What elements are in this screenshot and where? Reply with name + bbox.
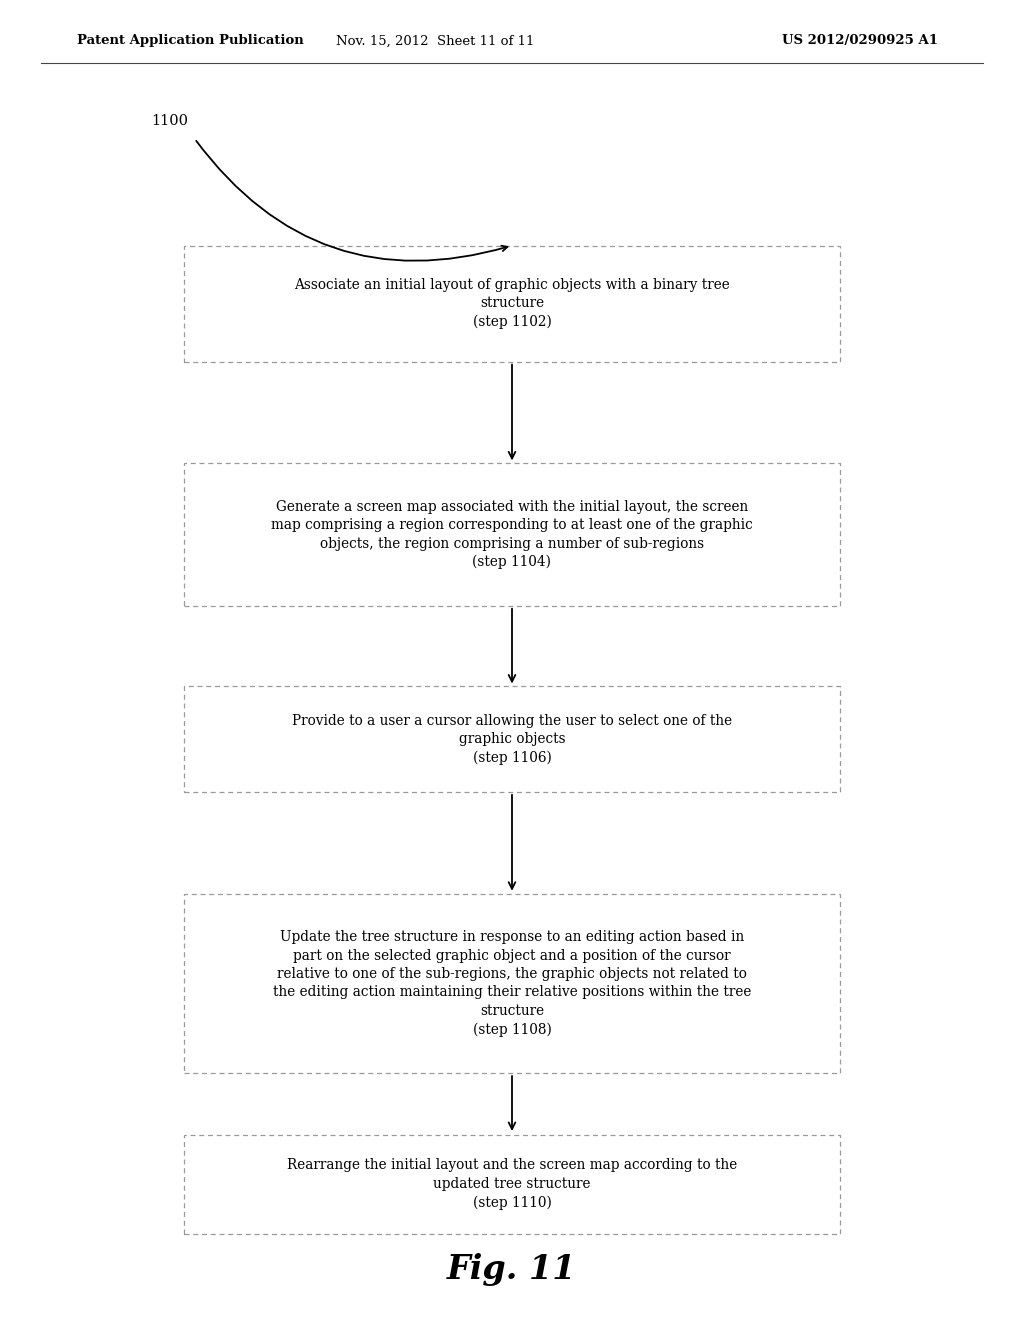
Text: Associate an initial layout of graphic objects with a binary tree
structure
(ste: Associate an initial layout of graphic o… bbox=[294, 279, 730, 329]
FancyBboxPatch shape bbox=[184, 463, 840, 606]
FancyBboxPatch shape bbox=[184, 246, 840, 362]
FancyBboxPatch shape bbox=[184, 895, 840, 1072]
Text: US 2012/0290925 A1: US 2012/0290925 A1 bbox=[782, 34, 938, 48]
FancyBboxPatch shape bbox=[184, 686, 840, 792]
Text: Update the tree structure in response to an editing action based in
part on the : Update the tree structure in response to… bbox=[272, 931, 752, 1036]
Text: Patent Application Publication: Patent Application Publication bbox=[77, 34, 303, 48]
FancyBboxPatch shape bbox=[184, 1134, 840, 1233]
Text: Fig. 11: Fig. 11 bbox=[447, 1254, 577, 1286]
Text: 1100: 1100 bbox=[152, 115, 188, 128]
Text: Nov. 15, 2012  Sheet 11 of 11: Nov. 15, 2012 Sheet 11 of 11 bbox=[336, 34, 535, 48]
Text: Rearrange the initial layout and the screen map according to the
updated tree st: Rearrange the initial layout and the scr… bbox=[287, 1159, 737, 1209]
Text: Provide to a user a cursor allowing the user to select one of the
graphic object: Provide to a user a cursor allowing the … bbox=[292, 714, 732, 764]
Text: Generate a screen map associated with the initial layout, the screen
map compris: Generate a screen map associated with th… bbox=[271, 500, 753, 569]
